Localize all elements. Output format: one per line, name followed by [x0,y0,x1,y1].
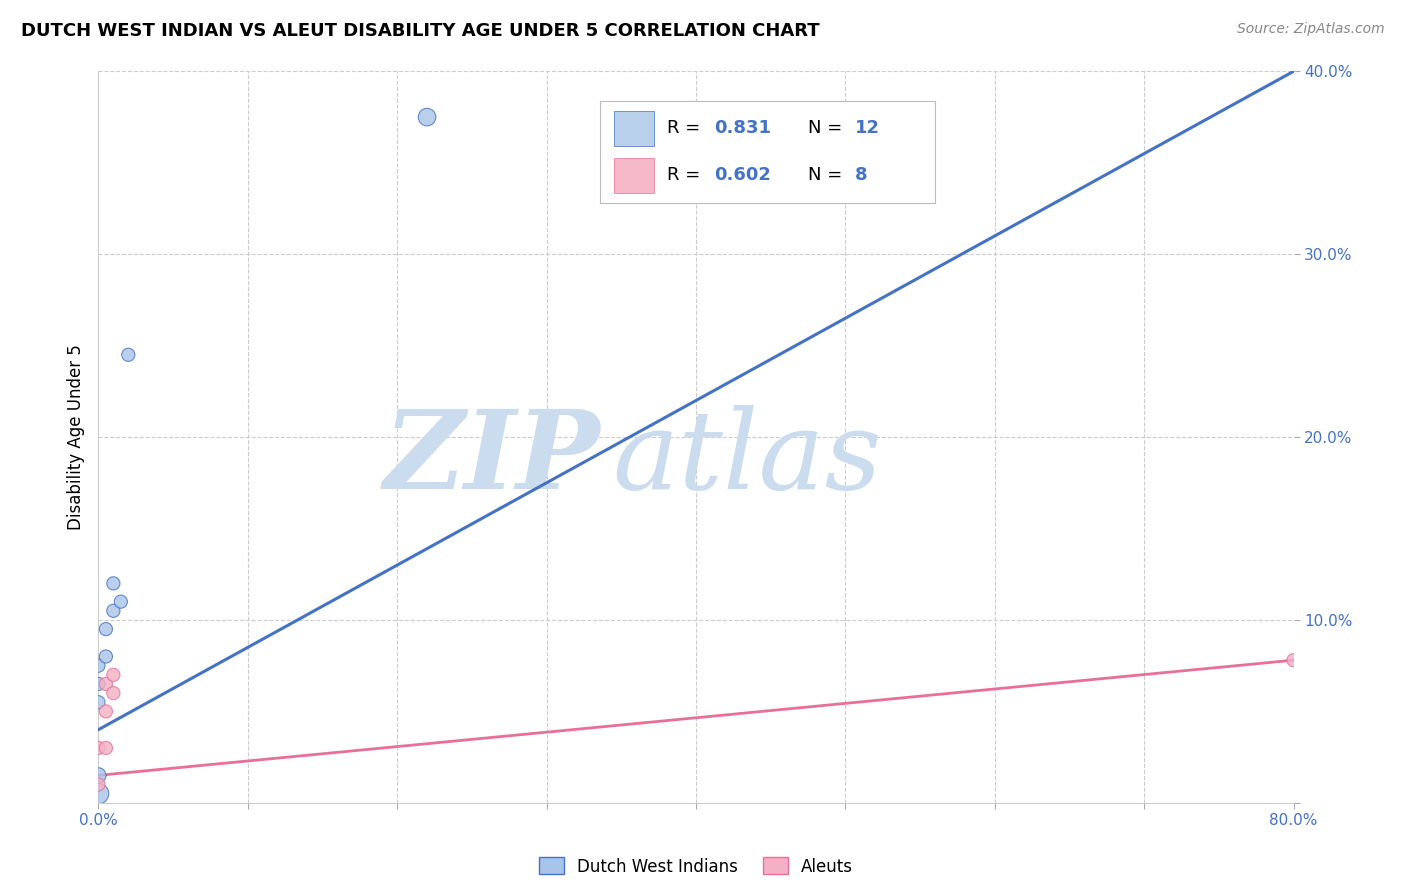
Point [87,778,110,792]
Point [103,686,125,700]
Point [94,622,117,636]
Text: Source: ZipAtlas.com: Source: ZipAtlas.com [1237,22,1385,37]
Text: R =: R = [668,120,706,137]
Point [103,604,125,618]
Text: DUTCH WEST INDIAN VS ALEUT DISABILITY AGE UNDER 5 CORRELATION CHART: DUTCH WEST INDIAN VS ALEUT DISABILITY AG… [21,22,820,40]
Bar [614,158,654,193]
Text: 12: 12 [855,120,880,137]
Point [103,576,125,591]
Text: N =: N = [808,120,848,137]
Point [94,705,117,719]
Point [94,740,117,755]
Text: 0.602: 0.602 [714,167,770,185]
Point [87,740,110,755]
Text: atlas: atlas [613,405,882,513]
Point [110,594,132,608]
Y-axis label: Disability Age Under 5: Disability Age Under 5 [66,344,84,530]
Point [87,787,110,801]
Text: N =: N = [808,167,848,185]
Point [87,677,110,691]
Text: 0.831: 0.831 [714,120,770,137]
Text: R =: R = [668,167,706,185]
Legend: Dutch West Indians, Aleuts: Dutch West Indians, Aleuts [531,851,860,882]
Text: ZIP: ZIP [384,405,600,513]
Text: 8: 8 [855,167,868,185]
Point [87,658,110,673]
Bar [614,111,654,145]
Point [94,649,117,664]
Point [416,110,439,124]
Point [103,667,125,681]
Point [87,695,110,709]
Point [117,348,139,362]
Point [87,768,110,782]
Point [94,677,117,691]
Point [1282,653,1305,667]
